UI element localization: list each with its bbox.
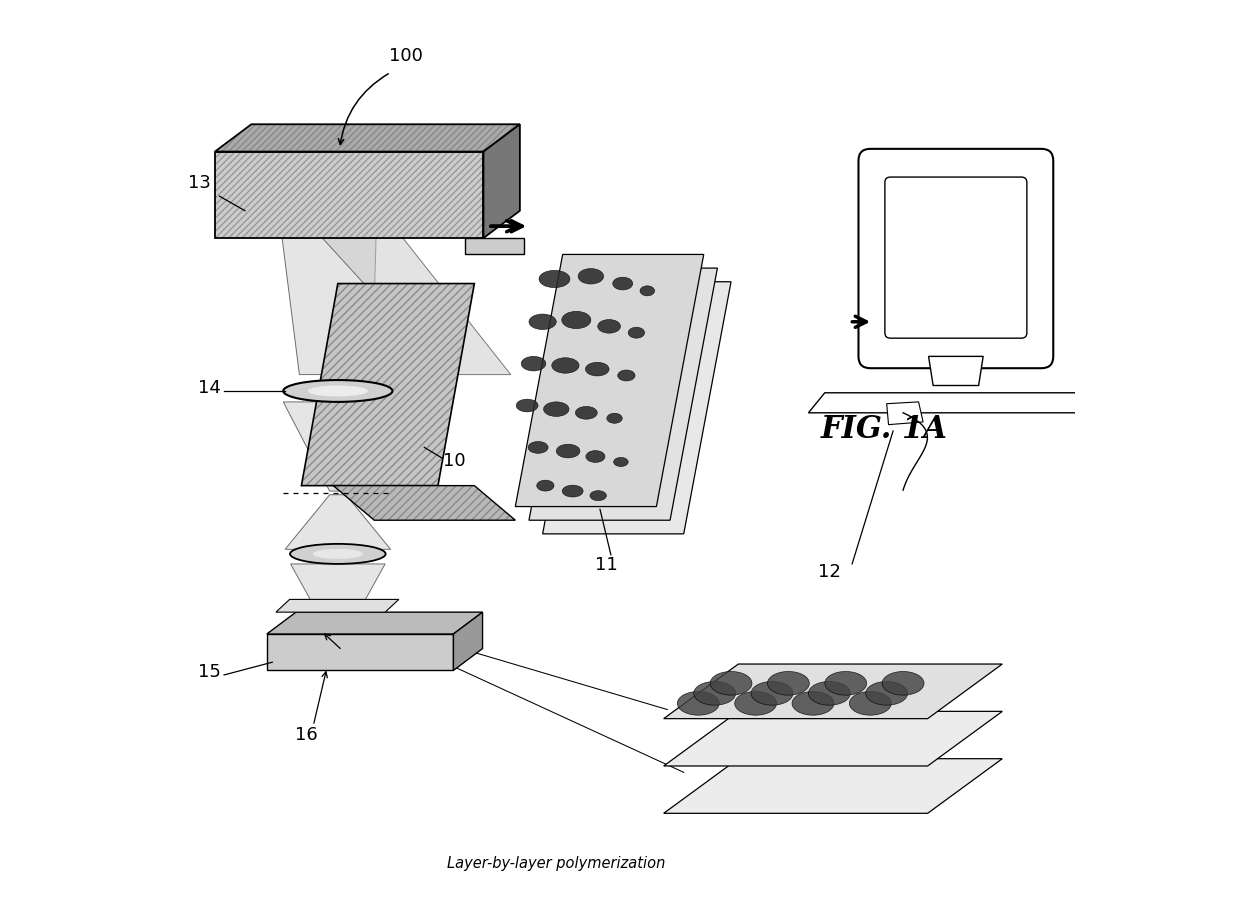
Ellipse shape: [312, 549, 363, 559]
Polygon shape: [516, 255, 704, 507]
Polygon shape: [929, 356, 983, 385]
Text: 15: 15: [198, 663, 221, 681]
Ellipse shape: [521, 356, 546, 371]
Text: 16: 16: [295, 727, 317, 744]
Ellipse shape: [598, 320, 620, 333]
Polygon shape: [529, 268, 718, 520]
Text: 11: 11: [595, 556, 618, 574]
Polygon shape: [543, 282, 732, 534]
Ellipse shape: [866, 681, 908, 705]
Ellipse shape: [618, 370, 635, 381]
Polygon shape: [334, 486, 516, 520]
Ellipse shape: [537, 480, 554, 491]
Ellipse shape: [613, 278, 632, 290]
Polygon shape: [663, 664, 1002, 719]
Polygon shape: [215, 152, 484, 238]
Polygon shape: [454, 612, 482, 670]
Ellipse shape: [585, 451, 605, 462]
Ellipse shape: [528, 442, 548, 454]
Polygon shape: [322, 238, 511, 374]
FancyBboxPatch shape: [858, 149, 1053, 368]
Ellipse shape: [792, 691, 835, 715]
Ellipse shape: [768, 671, 810, 695]
Ellipse shape: [562, 311, 591, 329]
Text: 10: 10: [443, 452, 465, 469]
Polygon shape: [808, 393, 1104, 413]
Ellipse shape: [543, 402, 569, 416]
Ellipse shape: [516, 399, 538, 412]
FancyBboxPatch shape: [885, 177, 1027, 338]
Text: 100: 100: [389, 47, 423, 65]
Polygon shape: [267, 634, 454, 670]
Ellipse shape: [606, 414, 622, 424]
Polygon shape: [285, 495, 391, 550]
Ellipse shape: [825, 671, 867, 695]
Text: 12: 12: [818, 562, 841, 581]
Polygon shape: [281, 238, 376, 374]
Ellipse shape: [575, 406, 598, 419]
Ellipse shape: [849, 691, 892, 715]
Polygon shape: [267, 612, 482, 634]
Ellipse shape: [562, 485, 583, 497]
Polygon shape: [663, 759, 1002, 813]
Ellipse shape: [283, 380, 392, 402]
Polygon shape: [663, 711, 1002, 766]
Ellipse shape: [539, 270, 570, 288]
Polygon shape: [484, 124, 520, 238]
Ellipse shape: [529, 314, 557, 330]
Ellipse shape: [578, 268, 604, 284]
Polygon shape: [887, 402, 923, 425]
Ellipse shape: [677, 691, 719, 715]
Polygon shape: [283, 402, 392, 491]
Text: FIG. 1A: FIG. 1A: [821, 415, 947, 446]
Polygon shape: [290, 564, 386, 613]
Polygon shape: [465, 238, 525, 255]
Ellipse shape: [640, 286, 655, 296]
Ellipse shape: [557, 445, 580, 457]
Polygon shape: [277, 600, 399, 612]
Text: 14: 14: [198, 379, 221, 397]
Ellipse shape: [552, 358, 579, 373]
Ellipse shape: [629, 327, 645, 338]
Polygon shape: [215, 124, 520, 152]
Ellipse shape: [290, 544, 386, 564]
Ellipse shape: [614, 457, 629, 467]
Ellipse shape: [808, 681, 851, 705]
Polygon shape: [301, 284, 475, 486]
Ellipse shape: [711, 671, 751, 695]
Ellipse shape: [882, 671, 924, 695]
Ellipse shape: [734, 691, 776, 715]
Text: 13: 13: [188, 174, 211, 192]
Ellipse shape: [308, 385, 368, 396]
Ellipse shape: [590, 490, 606, 500]
Ellipse shape: [693, 681, 735, 705]
Ellipse shape: [585, 362, 609, 376]
Text: Layer-by-layer polymerization: Layer-by-layer polymerization: [448, 855, 666, 871]
Ellipse shape: [751, 681, 792, 705]
